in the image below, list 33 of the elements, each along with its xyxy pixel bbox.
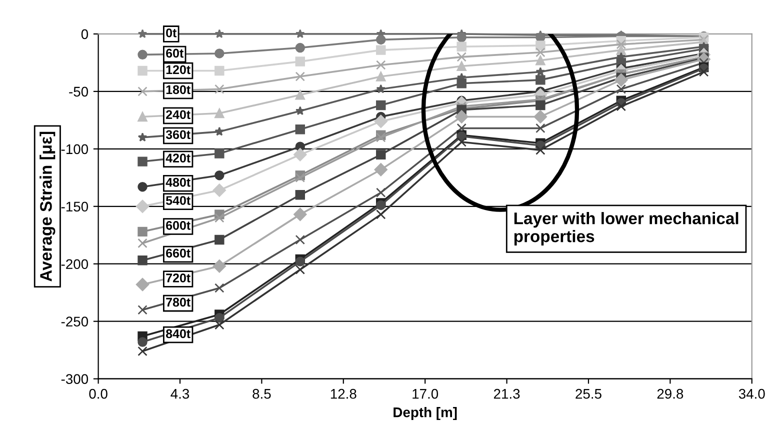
y-axis-title: Average Strain [με] [40, 132, 56, 282]
series-label: 120t [166, 65, 190, 74]
x-tick-label: 4.3 [170, 388, 190, 399]
y-tick-label: -100 [61, 144, 88, 154]
x-tick-label: 12.8 [330, 388, 356, 399]
x-tick-label: 0.0 [89, 388, 108, 399]
y-tick-label: -50 [69, 86, 88, 97]
series-label: 360t [166, 130, 190, 140]
x-tick-label: 34.0 [738, 388, 765, 399]
series-label: 720t [166, 274, 190, 282]
series-label: 60t [166, 48, 184, 58]
series-label: 840t [166, 329, 190, 338]
x-tick-label: 21.3 [494, 388, 520, 399]
series-label: 420t [166, 154, 190, 162]
y-tick-label: -200 [61, 259, 88, 270]
y-tick-label: 0 [81, 29, 88, 40]
y-tick-label: -300 [61, 374, 88, 384]
series-label: 240t [166, 110, 190, 120]
series-label: 180t [166, 85, 190, 94]
series-label: 600t [166, 221, 190, 230]
y-tick-label: -150 [61, 202, 88, 212]
x-tick-label: 29.8 [657, 388, 684, 399]
series-label: 0t [166, 28, 177, 38]
x-axis-title: Depth [m] [394, 407, 457, 420]
series-label: 660t [166, 248, 190, 258]
series-label: 480t [166, 178, 190, 187]
x-tick-label: 25.5 [576, 388, 602, 399]
annotation: Layer with lower mechanical properties [514, 212, 738, 246]
series-label: 780t [166, 298, 190, 307]
x-tick-label: 8.5 [252, 388, 271, 399]
series-label: 540t [166, 196, 190, 205]
x-tick-label: 17.0 [412, 388, 438, 399]
y-tick-label: -250 [61, 316, 88, 327]
